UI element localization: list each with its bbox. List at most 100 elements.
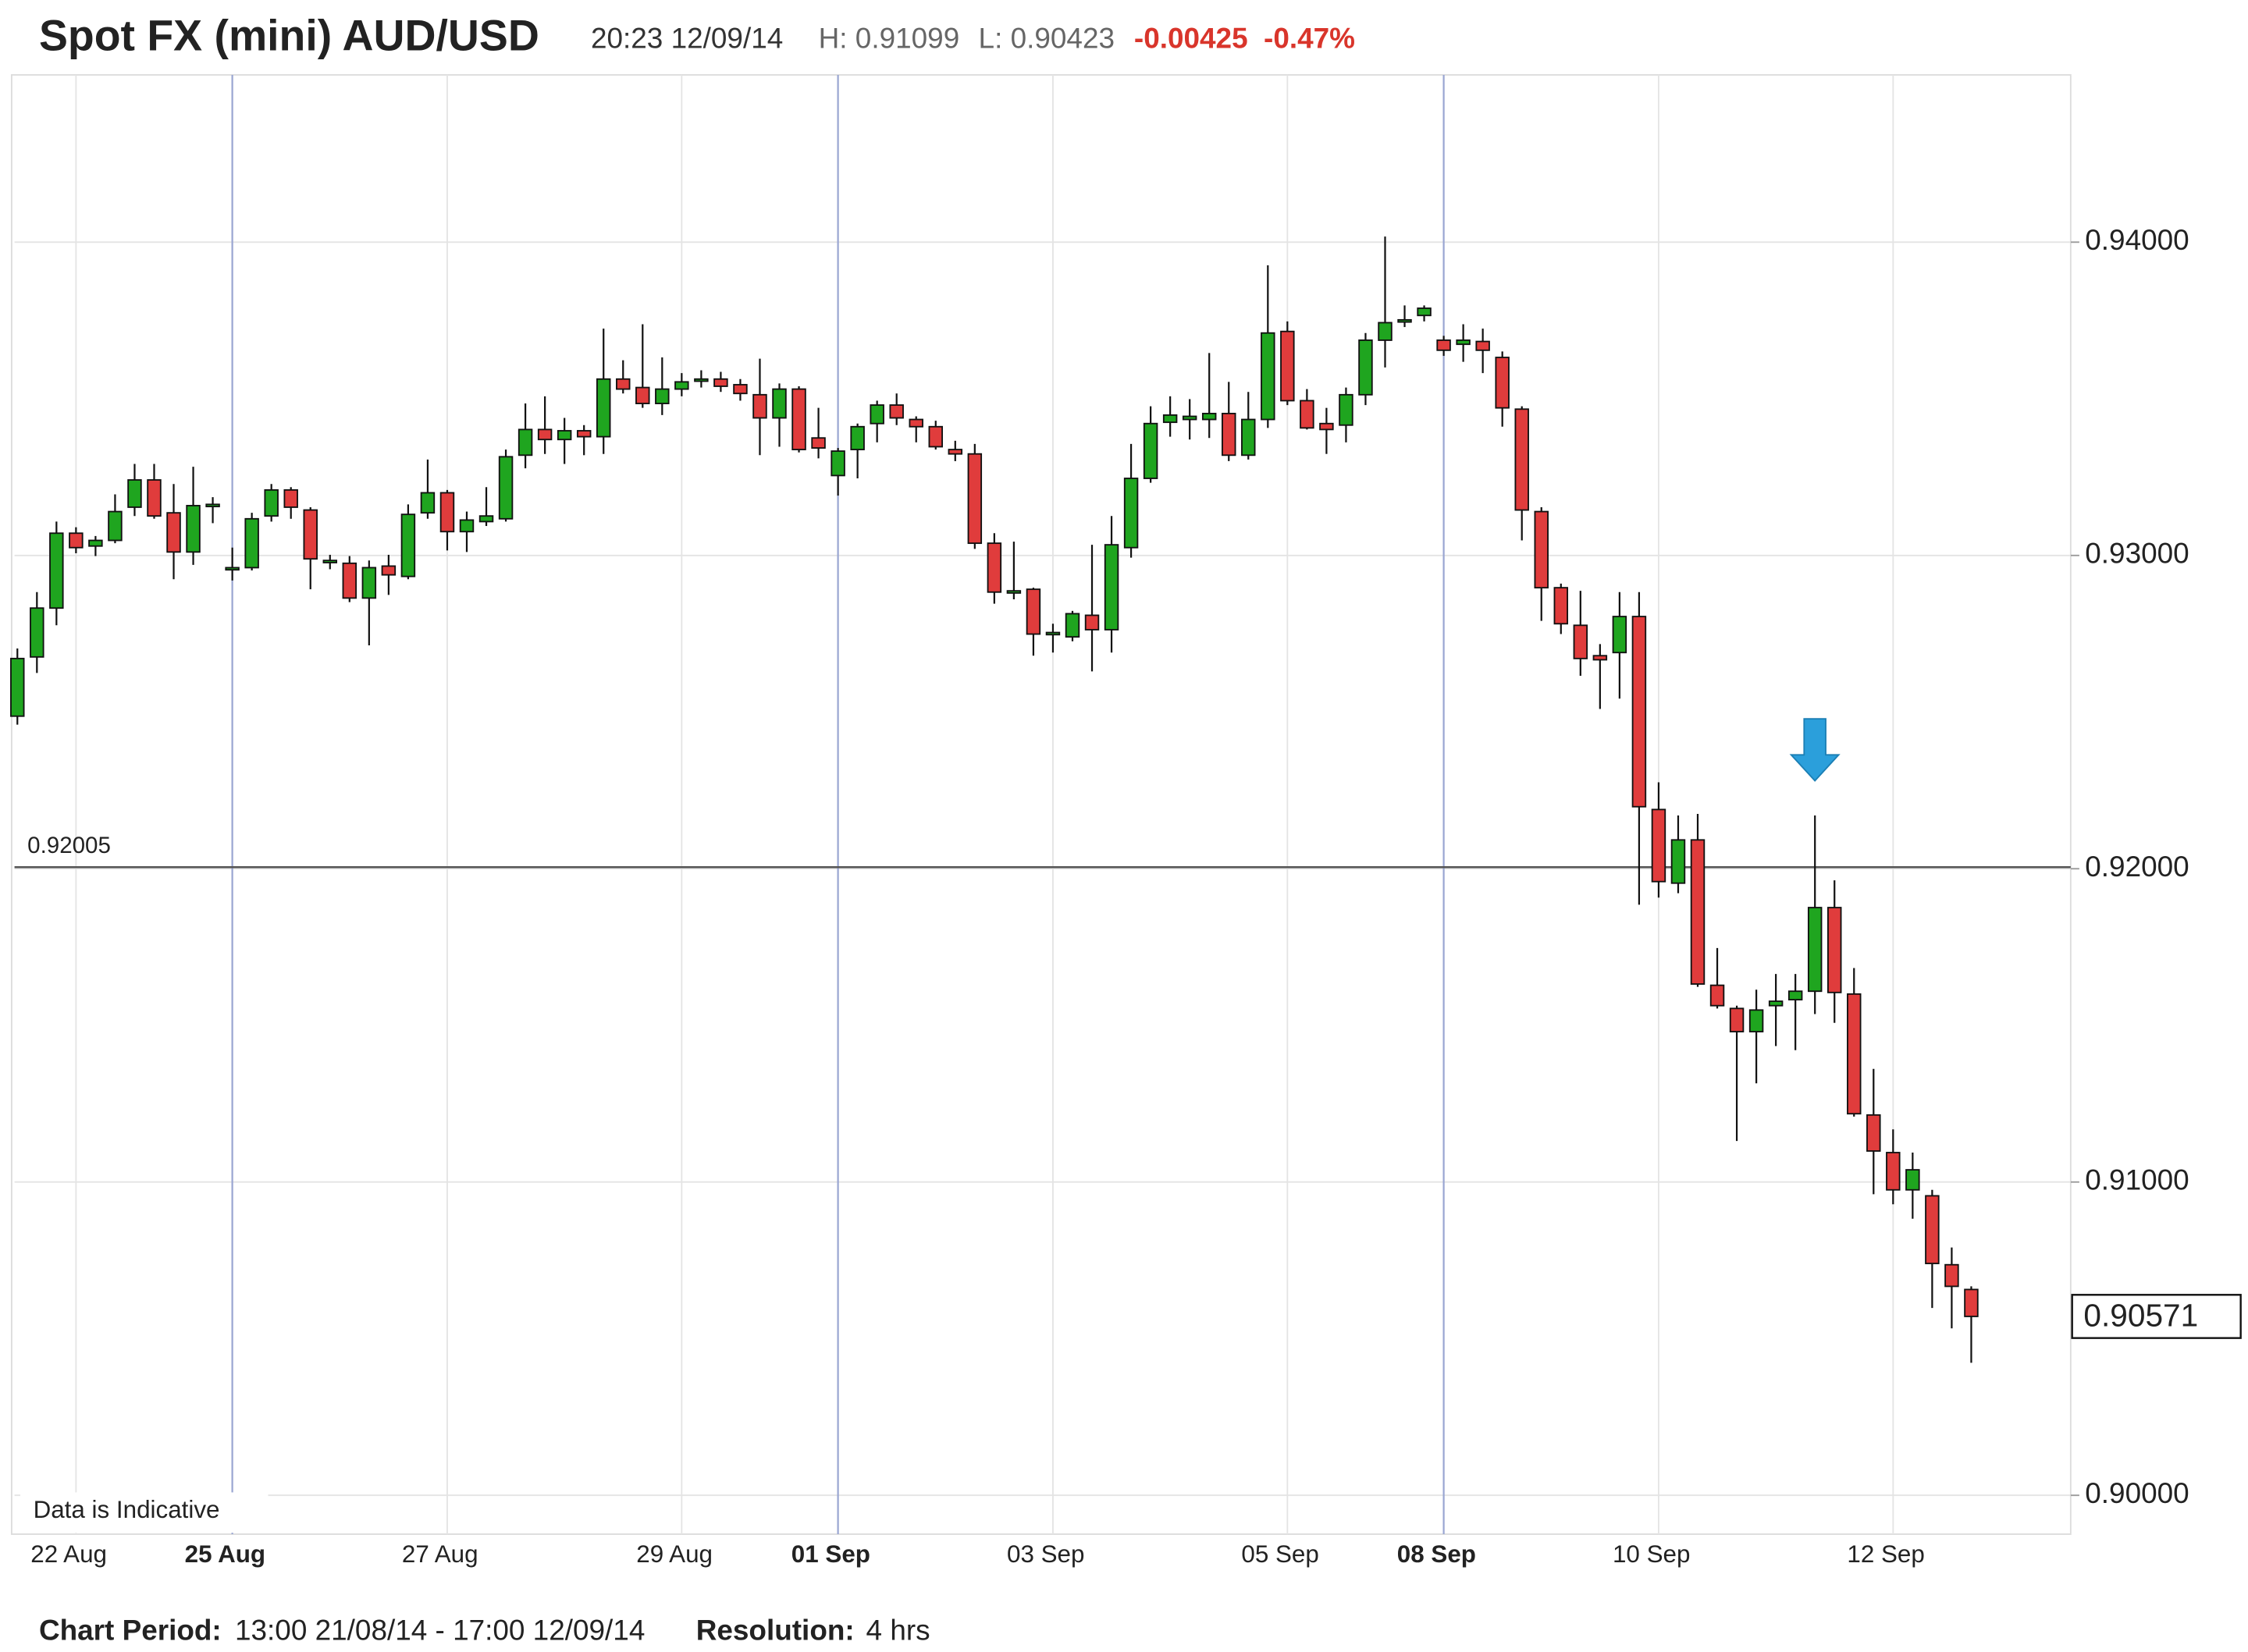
candle-body bbox=[1612, 616, 1627, 654]
candle-body bbox=[1026, 588, 1041, 635]
candle-body bbox=[1339, 393, 1353, 426]
x-tick-label: 22 Aug bbox=[30, 1540, 107, 1568]
change: -0.00425 bbox=[1134, 22, 1248, 54]
candle-body bbox=[889, 404, 904, 419]
candle-body bbox=[1886, 1152, 1901, 1191]
candle-body bbox=[1729, 1007, 1745, 1032]
period: 13:00 21/08/14 - 17:00 12/09/14 bbox=[235, 1614, 645, 1646]
candle-body bbox=[870, 404, 884, 425]
x-tick-label: 08 Sep bbox=[1397, 1540, 1476, 1568]
candle-body bbox=[1084, 614, 1100, 631]
candle-body bbox=[1866, 1114, 1881, 1152]
candle-body bbox=[576, 430, 592, 438]
y-tick-label: 0.90000 bbox=[2085, 1477, 2189, 1509]
candle-body bbox=[1787, 990, 1803, 1000]
candle-body bbox=[1475, 340, 1490, 351]
candle-body bbox=[1162, 414, 1178, 424]
candle-body bbox=[1964, 1288, 1979, 1317]
candle-body bbox=[1826, 907, 1842, 993]
candle-body bbox=[1944, 1263, 1959, 1288]
candle-body bbox=[459, 519, 475, 533]
annotation: Data is Indicative bbox=[34, 1496, 220, 1523]
candle-body bbox=[713, 378, 728, 387]
candle-body bbox=[1807, 907, 1823, 993]
candle-body bbox=[283, 488, 298, 508]
candle-body bbox=[967, 453, 983, 545]
candle-body bbox=[49, 532, 64, 609]
candle-body bbox=[1417, 307, 1432, 317]
candle-body bbox=[616, 378, 631, 390]
chart-title: Spot FX (mini) AUD/USD bbox=[39, 11, 539, 59]
candle-body bbox=[674, 381, 689, 390]
candle-body bbox=[987, 542, 1002, 593]
x-tick-label: 01 Sep bbox=[791, 1540, 870, 1568]
last-price-label: 0.90571 bbox=[2083, 1298, 2198, 1334]
candle-body bbox=[186, 505, 201, 553]
candle-body bbox=[948, 449, 963, 455]
timestamp: 20:23 12/09/14 bbox=[591, 22, 783, 54]
candle-body bbox=[537, 428, 553, 441]
candle-body bbox=[1670, 839, 1686, 884]
x-tick-label: 10 Sep bbox=[1613, 1540, 1690, 1568]
x-tick-label: 27 Aug bbox=[402, 1540, 478, 1568]
candle-body bbox=[655, 388, 670, 404]
candle-body bbox=[1592, 655, 1608, 661]
x-tick-label: 03 Sep bbox=[1007, 1540, 1084, 1568]
y-tick-label: 0.94000 bbox=[2085, 224, 2189, 256]
candle-body bbox=[1358, 339, 1373, 396]
candle-body bbox=[478, 515, 494, 523]
candle-body bbox=[850, 425, 865, 451]
candle-body bbox=[439, 492, 455, 533]
annotation-bg bbox=[20, 1492, 269, 1533]
x-tick-label: 05 Sep bbox=[1241, 1540, 1318, 1568]
candle-body bbox=[596, 378, 611, 438]
candle-body bbox=[772, 388, 787, 419]
candle-body bbox=[381, 565, 397, 576]
y-tick-label: 0.92000 bbox=[2085, 851, 2189, 883]
candle-body bbox=[225, 567, 240, 571]
candle-body bbox=[1280, 330, 1295, 402]
candle-body bbox=[127, 479, 142, 508]
candle-body bbox=[166, 512, 181, 553]
candle-body bbox=[303, 509, 318, 560]
candle-body bbox=[69, 532, 84, 549]
candle-body bbox=[733, 384, 748, 395]
low: L: 0.90423 bbox=[979, 22, 1115, 54]
candle-body bbox=[752, 393, 767, 419]
candle-body bbox=[1182, 415, 1197, 421]
candle-body bbox=[1690, 839, 1706, 985]
candle-body bbox=[1300, 400, 1314, 429]
candle-body bbox=[1006, 590, 1022, 594]
candle-body bbox=[1925, 1195, 1940, 1265]
period-label: Chart Period: bbox=[39, 1614, 222, 1646]
candle-body bbox=[1534, 510, 1549, 589]
candle-body bbox=[1514, 408, 1529, 511]
change-pct: -0.47% bbox=[1264, 22, 1355, 54]
candle-body bbox=[811, 437, 826, 449]
candle-body bbox=[88, 539, 103, 547]
candle-body bbox=[1651, 808, 1666, 883]
candle-body bbox=[30, 607, 44, 658]
plot-frame bbox=[10, 74, 2072, 1535]
candle-body bbox=[909, 418, 923, 428]
candle-body bbox=[1241, 418, 1256, 457]
candle-body bbox=[342, 562, 357, 599]
candle-body bbox=[420, 492, 436, 514]
candle-body bbox=[1123, 478, 1139, 549]
candle-body bbox=[1709, 984, 1725, 1007]
high: H: 0.91099 bbox=[819, 22, 960, 54]
x-tick-label: 12 Sep bbox=[1847, 1540, 1924, 1568]
candle-body bbox=[1143, 422, 1158, 479]
candle-body bbox=[1397, 318, 1412, 323]
candle-body bbox=[205, 503, 220, 508]
candle-body bbox=[1748, 1009, 1764, 1032]
x-tick-label: 29 Aug bbox=[636, 1540, 713, 1568]
candle-body bbox=[264, 488, 279, 517]
candle-body bbox=[694, 378, 709, 382]
candle-body bbox=[400, 513, 416, 577]
candle-body bbox=[1905, 1169, 1920, 1191]
candle-body bbox=[1378, 322, 1393, 341]
candle-body bbox=[1553, 587, 1569, 625]
